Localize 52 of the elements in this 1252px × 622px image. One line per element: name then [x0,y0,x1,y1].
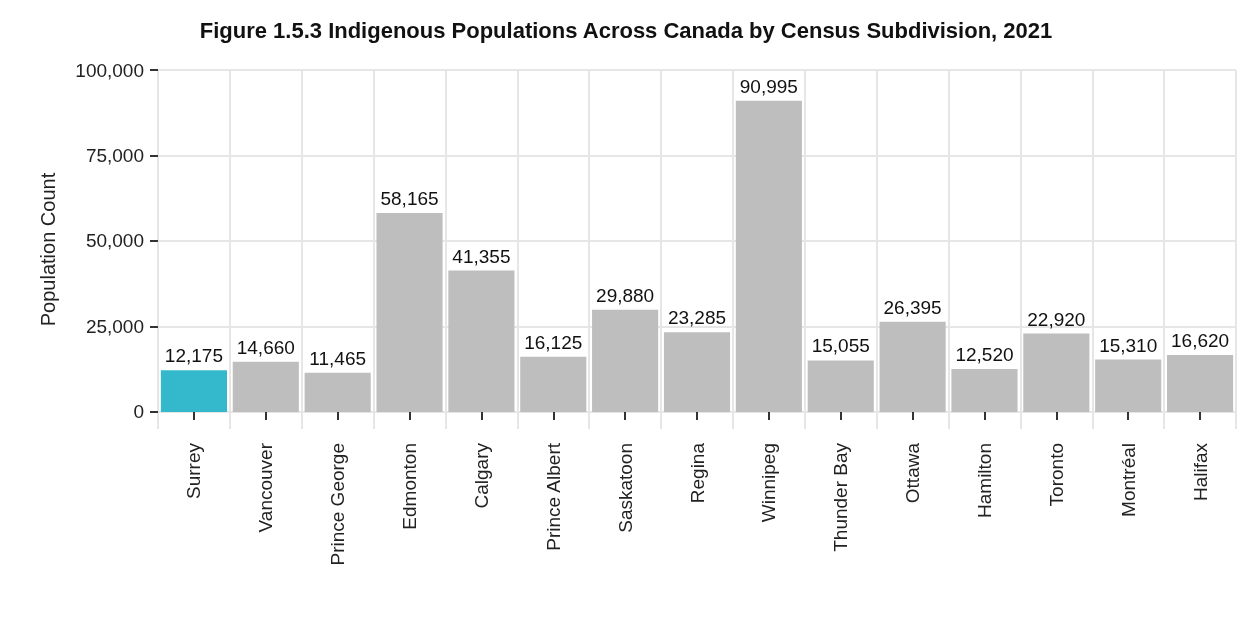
chart-title: Figure 1.5.3 Indigenous Populations Across Canada by Census Subdivision, 2021 [199,17,1053,43]
bar [1023,333,1090,412]
bar [1167,355,1234,412]
bar [232,361,299,412]
x-tick-label: Winnipeg [758,443,780,523]
data-label: 23,285 [667,307,727,329]
bar [592,309,659,412]
bar [520,356,587,412]
data-label: 58,165 [380,188,439,210]
y-tick-label: 75,000 [85,144,144,166]
x-tick-label: Prince Albert [542,442,564,551]
data-label: 14,660 [236,336,295,358]
bar [304,372,371,412]
x-tick-label: Prince George [327,443,349,566]
bar [735,100,802,412]
x-tick-label: Regina [686,442,708,504]
x-tick-label: Edmonton [399,443,421,530]
y-tick-label: 0 [133,401,144,423]
x-tick-label: Montréal [1117,443,1139,517]
data-label: 12,175 [164,345,223,367]
x-tick-label: Toronto [1045,443,1067,507]
x-tick-label: Halifax [1189,442,1211,502]
data-label: 29,880 [596,284,655,306]
data-label: 15,055 [811,335,870,357]
data-label: 15,310 [1099,334,1158,356]
y-tick-label: 100,000 [75,59,144,81]
data-label: 22,920 [1027,308,1086,330]
y-tick-label: 25,000 [85,315,144,337]
bar [376,213,443,412]
data-label: 11,465 [309,347,367,369]
data-label: 12,520 [955,344,1014,366]
bar [951,369,1018,412]
bar [160,370,227,412]
x-tick-label: Thunder Bay [830,442,852,552]
data-label: 16,125 [524,331,583,353]
y-tick-label: 50,000 [85,230,144,252]
x-tick-label: Surrey [183,442,205,499]
data-label: 26,395 [883,296,942,318]
x-tick-label: Vancouver [255,442,277,533]
x-tick-label: Hamilton [973,443,995,518]
bar [1095,359,1162,412]
x-tick-label: Ottawa [902,442,924,504]
data-label: 16,620 [1171,330,1230,352]
data-label: 41,355 [452,245,511,267]
x-tick-label: Calgary [470,442,492,509]
bar [663,332,731,412]
bar [807,360,874,412]
bar [448,270,515,412]
y-axis-title: Population Count [37,172,59,327]
bar [879,321,946,412]
x-tick-label: Saskatoon [614,443,636,533]
data-label: 90,995 [739,75,798,97]
